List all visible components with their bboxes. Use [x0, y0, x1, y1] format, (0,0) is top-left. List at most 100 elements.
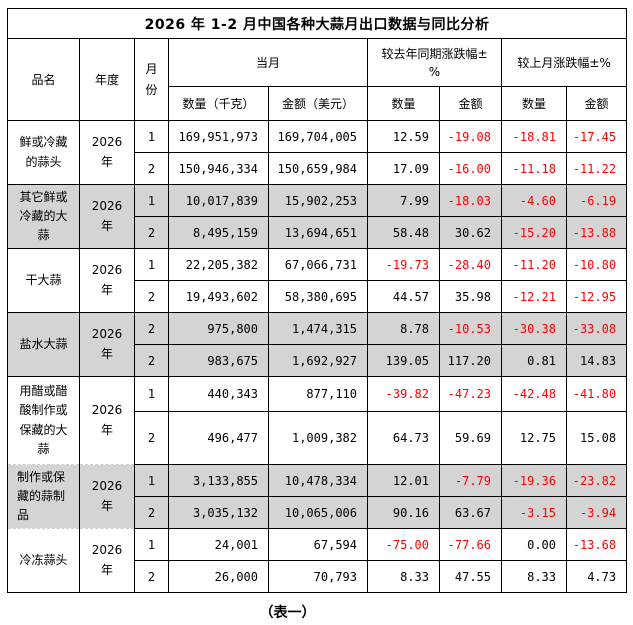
- mom-quantity-cell: 8.33: [501, 560, 567, 593]
- quantity-cell: 169,951,973: [168, 120, 269, 153]
- table-row: 干大蒜 2026 年 1 22,205,382 67,066,731 -19.73 -28.…: [7, 248, 628, 313]
- table-row: 鲜或冷藏的蒜头 2026 年 1 169,951,973 169,704,005 12.5…: [7, 120, 628, 185]
- mom-quantity-cell: 12.75: [501, 411, 567, 465]
- mom-quantity-cell: -18.81: [501, 120, 567, 153]
- year-cell: 2026 年: [79, 464, 135, 529]
- quantity-cell: 19,493,602: [168, 280, 269, 313]
- month-cell: 2: [134, 312, 169, 345]
- mom-amount-cell: -10.80: [565, 248, 628, 281]
- quantity-cell: 150,946,334: [168, 152, 269, 185]
- year-cell: 2026 年: [79, 184, 135, 249]
- quantity-cell: 3,035,132: [168, 496, 269, 529]
- amount-cell: 13,694,651: [268, 216, 368, 249]
- quantity-cell: 496,477: [168, 411, 269, 465]
- quantity-cell: 24,001: [168, 528, 269, 561]
- yoy-amount-cell: -18.03: [439, 184, 502, 217]
- table-row: 2 983,675 1,692,927 139.05 117.20 0.81 14.83: [8, 344, 628, 377]
- header-yoy-amt: 金额: [439, 86, 502, 121]
- month-cell: 2: [134, 411, 169, 465]
- month-cell: 2: [134, 560, 169, 593]
- yoy-amount-cell: -28.40: [439, 248, 502, 281]
- yoy-quantity-cell: 58.48: [367, 216, 440, 249]
- amount-cell: 70,793: [268, 560, 368, 593]
- mom-amount-cell: -13.88: [565, 216, 628, 249]
- yoy-quantity-cell: 90.16: [367, 496, 440, 529]
- header-yoy-change-label: 较去年同期涨跌幅±%: [381, 46, 488, 79]
- amount-cell: 67,594: [268, 528, 368, 561]
- header-month: 月份: [134, 38, 169, 121]
- quantity-cell: 26,000: [168, 560, 269, 593]
- header-yoy-qty: 数量: [367, 86, 440, 121]
- month-cell: 1: [134, 464, 169, 497]
- month-cell: 2: [134, 280, 169, 313]
- yoy-quantity-cell: 8.78: [367, 312, 440, 345]
- year-cell: 2026 年: [79, 248, 135, 313]
- table-row: 用醋或醋酸制作或保藏的大蒜 2026 年 1 440,343 877,110 -39.82…: [7, 376, 628, 465]
- header-year: 年度: [79, 38, 135, 121]
- quantity-cell: 440,343: [168, 376, 269, 412]
- mom-quantity-cell: -15.20: [501, 216, 567, 249]
- amount-cell: 10,478,334: [268, 464, 368, 497]
- product-name-cell: 冷冻蒜头: [7, 528, 80, 593]
- yoy-quantity-cell: -19.73: [367, 248, 440, 281]
- header-qty-kg: 数量（千克）: [168, 86, 269, 121]
- quantity-cell: 3,133,855: [168, 464, 269, 497]
- yoy-quantity-cell: 12.01: [367, 464, 440, 497]
- mom-amount-cell: -3.94: [565, 496, 628, 529]
- amount-cell: 15,902,253: [268, 184, 368, 217]
- mom-quantity-cell: -19.36: [501, 464, 567, 497]
- yoy-amount-cell: -19.08: [439, 120, 502, 153]
- header-mom-qty: 数量: [501, 86, 567, 121]
- yoy-quantity-cell: -39.82: [367, 376, 440, 412]
- month-cell: 1: [134, 120, 169, 153]
- amount-cell: 169,704,005: [268, 120, 368, 153]
- yoy-quantity-cell: 44.57: [367, 280, 440, 313]
- month-cell: 2: [134, 496, 169, 529]
- yoy-amount-cell: -7.79: [439, 464, 502, 497]
- amount-cell: 150,659,984: [268, 152, 368, 185]
- table-row: 其它鲜或冷藏的大蒜 2026 年 1 10,017,839 15,902,253 7.99…: [7, 184, 628, 249]
- header-current-month: 当月: [168, 38, 368, 87]
- month-cell: 1: [134, 184, 169, 217]
- mom-quantity-cell: 0.00: [501, 528, 567, 561]
- yoy-quantity-cell: 7.99: [367, 184, 440, 217]
- mom-amount-cell: 14.83: [565, 344, 628, 377]
- mom-quantity-cell: -3.15: [501, 496, 567, 529]
- table-caption: （表一）: [259, 605, 316, 621]
- yoy-amount-cell: 47.55: [439, 560, 502, 593]
- mom-quantity-cell: -4.60: [501, 184, 567, 217]
- table-title: 2026 年 1-2 月中国各种大蒜月出口数据与同比分析: [6, 8, 628, 39]
- mom-amount-cell: -11.22: [565, 152, 628, 185]
- mom-amount-cell: -12.95: [565, 280, 628, 313]
- yoy-quantity-cell: 17.09: [367, 152, 440, 185]
- quantity-cell: 8,495,159: [168, 216, 269, 249]
- header-mom-change: 较上月涨跌幅±%: [500, 38, 628, 87]
- yoy-amount-cell: 59.69: [439, 411, 502, 465]
- product-name-cell: 其它鲜或冷藏的大蒜: [7, 184, 80, 249]
- quantity-cell: 10,017,839: [168, 184, 269, 217]
- month-cell: 1: [134, 248, 169, 281]
- mom-quantity-cell: -11.18: [501, 152, 567, 185]
- amount-cell: 1,692,927: [268, 344, 368, 377]
- amount-cell: 10,065,006: [268, 496, 368, 529]
- mom-amount-cell: -6.19: [565, 184, 628, 217]
- amount-cell: 1,474,315: [268, 312, 368, 345]
- mom-quantity-cell: -11.20: [501, 248, 567, 281]
- amount-cell: 877,110: [268, 376, 368, 412]
- yoy-amount-cell: 30.62: [439, 216, 502, 249]
- yoy-quantity-cell: 8.33: [367, 560, 440, 593]
- month-cell: 1: [134, 376, 169, 412]
- yoy-amount-cell: -10.53: [439, 312, 502, 345]
- table-body: 鲜或冷藏的蒜头 2026 年 1 169,951,973 169,704,005 12.5…: [7, 120, 628, 593]
- yoy-quantity-cell: 12.59: [367, 120, 440, 153]
- yoy-quantity-cell: 64.73: [367, 411, 440, 465]
- month-cell: 2: [134, 152, 169, 185]
- yoy-amount-cell: 35.98: [439, 280, 502, 313]
- table-row: 冷冻蒜头 2026 年 1 24,001 67,594 -75.00 -77.66 0.00-…: [7, 528, 628, 593]
- header-product: 品名: [7, 38, 80, 121]
- product-name-cell: 制作或保藏的蒜制品: [7, 464, 80, 529]
- product-name-cell: 用醋或醋酸制作或保藏的大蒜: [7, 376, 80, 465]
- yoy-quantity-cell: 139.05: [367, 344, 440, 377]
- month-cell: 1: [134, 528, 169, 561]
